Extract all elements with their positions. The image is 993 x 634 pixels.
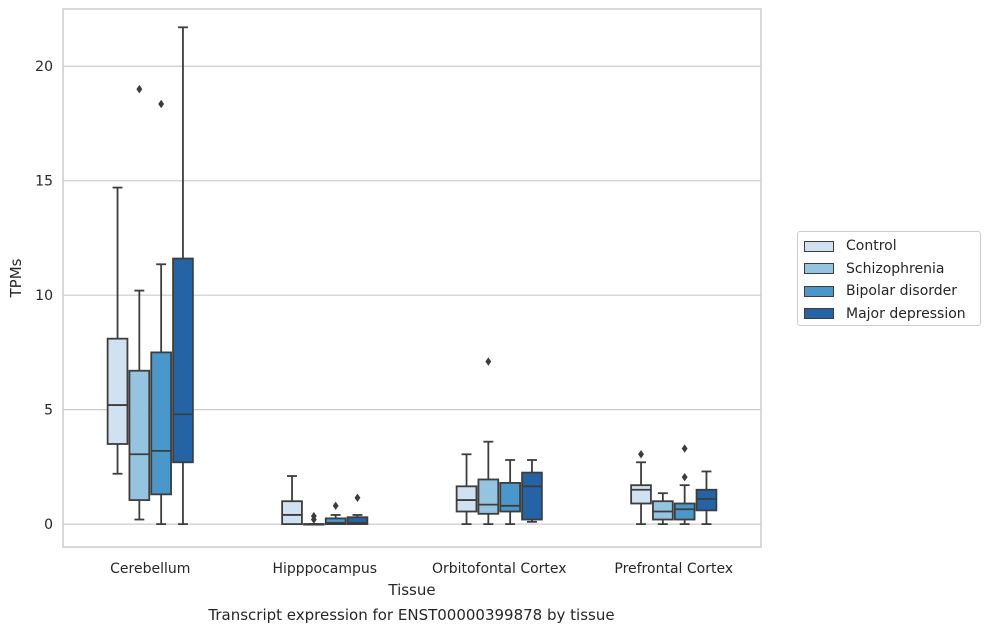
box-control <box>281 475 303 526</box>
box-iqr <box>673 502 696 521</box>
box-iqr <box>324 517 347 526</box>
legend-swatch <box>804 308 834 319</box>
legend-label: Control <box>846 238 897 254</box>
outlier-point <box>485 357 492 366</box>
chart-caption: Transcript expression for ENST0000039987… <box>208 606 615 624</box>
legend-item: Control <box>804 237 897 255</box>
box-major-depression <box>521 459 543 523</box>
y-tick-label: 0 <box>44 517 53 533</box>
box-bipolar-disorder <box>324 501 347 526</box>
legend-item: Bipolar disorder <box>804 282 957 300</box>
legend-label: Schizophrenia <box>846 260 945 277</box>
y-tick-label: 10 <box>35 288 53 304</box>
box-iqr <box>630 484 652 505</box>
y-tick-label: 5 <box>44 403 53 419</box>
y-tick-label: 15 <box>35 174 53 190</box>
legend-item: Schizophrenia <box>804 260 944 278</box>
legend: Control Schizophrenia Bipolar disorder Majo… <box>797 231 981 326</box>
outlier-point <box>354 493 361 502</box>
box-iqr <box>455 485 478 513</box>
box-iqr <box>281 500 303 526</box>
outlier-point <box>681 472 688 482</box>
box-iqr <box>150 351 172 496</box>
box-bipolar-disorder <box>150 99 172 526</box>
outlier-point <box>136 84 143 94</box>
box-major-depression <box>695 470 718 526</box>
y-axis-label: TPMs <box>7 258 25 298</box>
box-iqr <box>521 471 543 521</box>
plot-frame <box>62 8 762 548</box>
legend-label: Bipolar disorder <box>846 283 958 299</box>
x-tick-label: Cerebellum <box>110 561 190 577</box>
box-major-depression <box>346 493 369 526</box>
legend-swatch <box>804 263 834 274</box>
box-major-depression <box>172 26 194 526</box>
x-tick-label: Hipppocampus <box>272 561 377 577</box>
tick-labels: 0 5 10 15 20 Cerebellum Hipppocampus Orbitofont… <box>35 59 733 577</box>
legend-swatch <box>804 240 834 252</box>
box-bipolar-disorder <box>673 444 696 526</box>
box-iqr <box>499 481 521 513</box>
outlier-point <box>681 444 688 453</box>
box-plot-series <box>106 26 718 526</box>
y-tick-label: 20 <box>35 59 53 75</box>
legend-swatch <box>804 285 834 297</box>
box-schizophrenia <box>303 511 325 526</box>
legend-label: Major depression <box>846 305 966 322</box>
box-iqr <box>695 488 718 512</box>
box-schizophrenia <box>652 492 674 526</box>
legend-item: Major depression <box>804 305 966 323</box>
x-tick-label: Orbitofontal Cortex <box>432 561 567 577</box>
box-iqr <box>172 257 194 464</box>
box-control <box>106 186 129 475</box>
box-schizophrenia <box>477 357 500 526</box>
box-iqr <box>128 369 151 501</box>
box-control <box>455 453 478 526</box>
outlier-point <box>638 450 644 459</box>
outlier-point <box>332 501 339 510</box>
x-tick-label: Prefrontal Cortex <box>614 561 733 577</box>
outlier-point <box>310 511 317 521</box>
outlier-point <box>158 99 165 109</box>
box-schizophrenia <box>128 84 151 521</box>
box-iqr <box>477 478 500 515</box>
box-bipolar-disorder <box>499 459 521 526</box>
box-iqr <box>652 500 674 521</box>
box-control <box>630 450 652 526</box>
box-iqr <box>106 337 129 445</box>
box-iqr <box>346 516 369 526</box>
x-axis-label: Tissue <box>387 581 435 599</box>
